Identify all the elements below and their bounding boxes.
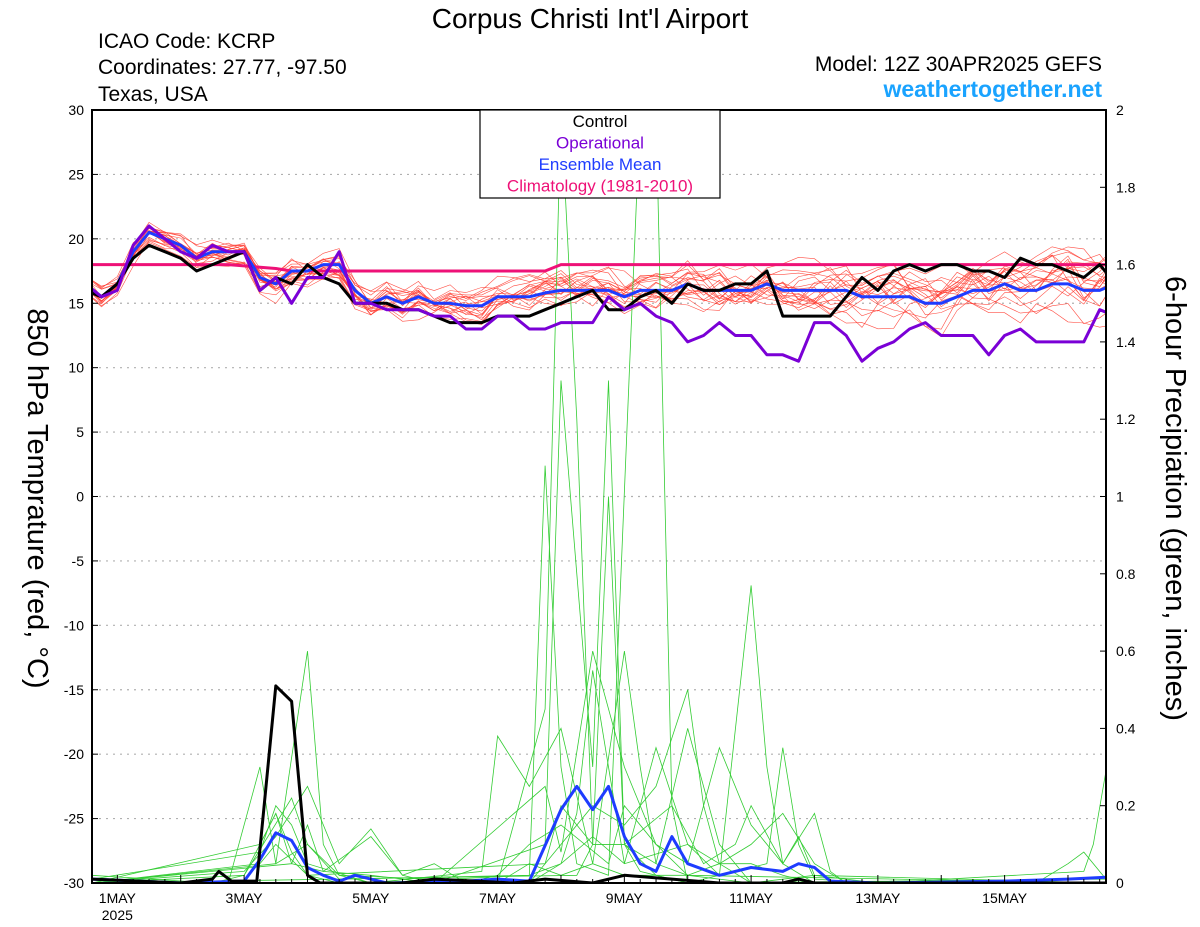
coordinates-label: Coordinates: 27.77, -97.50 (98, 56, 347, 79)
x-tick-label: 9MAY (606, 890, 644, 906)
legend: Control Operational Ensemble Mean Climatolo… (479, 109, 721, 199)
y-right-tick-label: 0.2 (1116, 798, 1136, 814)
temperature-member-line (92, 225, 1106, 313)
temperature-member-line (92, 233, 1106, 328)
y-left-tick-label: 25 (68, 166, 84, 182)
y-left-tick-label: -5 (72, 553, 85, 569)
y-left-tick-label: -15 (64, 682, 84, 698)
legend-entry: Climatology (1981-2010) (507, 177, 693, 196)
chart-title: Corpus Christi Int'l Airport (431, 3, 749, 34)
y-right-tick-label: 1.6 (1116, 257, 1136, 273)
precip-member-line (92, 746, 1106, 883)
x-tick-label: 3MAY (226, 890, 264, 906)
ensemble-mean-precip-line (92, 784, 1106, 883)
y-right-tick-label: 2 (1116, 102, 1124, 118)
x-tick-label: 1MAY (99, 890, 137, 906)
precip-member-line (92, 812, 1106, 883)
y-left-tick-label: 30 (68, 102, 84, 118)
climatology-temperature-line (92, 263, 1106, 273)
precip-member-line (92, 585, 1106, 883)
y-right-tick-label: 0 (1116, 875, 1124, 891)
x-tick-sublabel: 2025 (102, 907, 133, 923)
y-right-tick-label: 1.8 (1116, 179, 1136, 195)
temperature-member-line (92, 226, 1106, 316)
y-left-tick-label: 0 (76, 489, 84, 505)
x-tick-label: 7MAY (479, 890, 517, 906)
x-tick-label: 5MAY (352, 890, 390, 906)
temperature-member-line (92, 227, 1106, 330)
y-left-tick-label: 10 (68, 360, 84, 376)
gridlines (92, 173, 1106, 820)
precip-member-line (92, 770, 1106, 883)
y-left-tick-label: -25 (64, 811, 84, 827)
icao-code-label: ICAO Code: KCRP (98, 30, 276, 53)
operational-temperature-line (92, 224, 1106, 363)
y-left-axis-title: 850 hPa Temprature (red, °C) (21, 308, 53, 688)
axes: 302520151050-5-10-15-20-25-3021.81.61.41… (21, 102, 1191, 923)
temperature-member-line (92, 231, 1106, 328)
y-right-tick-label: 1.2 (1116, 411, 1136, 427)
x-tick-label: 11MAY (729, 890, 773, 906)
control-precip-line (92, 684, 1106, 883)
y-right-tick-label: 1 (1116, 489, 1124, 505)
precip-member-line (92, 650, 1106, 883)
model-run-label: Model: 12Z 30APR2025 GEFS (814, 53, 1102, 76)
y-right-tick-label: 0.4 (1116, 720, 1136, 736)
legend-entry: Operational (556, 134, 644, 153)
x-tick-label: 13MAY (855, 890, 901, 906)
temperature-member-line (92, 230, 1106, 322)
precip-member-line (92, 651, 1106, 883)
legend-entry: Control (573, 112, 628, 131)
precip-member-line (92, 380, 1106, 883)
precip-member-line (92, 689, 1106, 883)
main-series-lines (92, 224, 1106, 883)
y-right-tick-label: 1.4 (1116, 334, 1136, 350)
temperature-member-line (92, 230, 1106, 321)
legend-entry: Ensemble Mean (539, 155, 662, 174)
control-temperature-line (92, 243, 1106, 325)
legend-box (479, 109, 721, 199)
y-left-tick-label: 15 (68, 295, 84, 311)
y-left-tick-label: 5 (76, 424, 84, 440)
brand-link[interactable]: weathertogether.net (883, 76, 1102, 102)
temperature-member-line (92, 227, 1106, 312)
x-tick-label: 15MAY (982, 890, 1028, 906)
y-right-axis-title: 6-hour Precipiation (green, inches) (1159, 276, 1191, 721)
y-right-tick-label: 0.6 (1116, 643, 1136, 659)
y-right-tick-label: 0.8 (1116, 566, 1136, 582)
region-label: Texas, USA (98, 83, 208, 106)
y-left-tick-label: -20 (64, 746, 84, 762)
y-left-tick-label: -30 (64, 875, 84, 891)
y-left-tick-label: -10 (64, 617, 84, 633)
y-left-tick-label: 20 (68, 231, 84, 247)
